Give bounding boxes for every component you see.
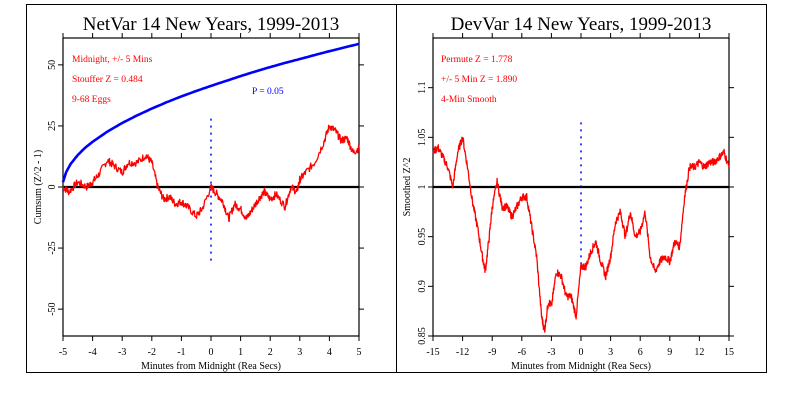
y-tick-label: -25	[47, 241, 58, 254]
y-axis-label: Smoothed Z^2	[402, 158, 413, 217]
y-tick-label: 1.1	[417, 81, 428, 94]
significance-envelope-line	[61, 42, 360, 183]
y-tick-label: 0.85	[417, 327, 428, 345]
series-line-red	[62, 124, 360, 223]
x-tick-label: 2	[268, 347, 273, 358]
y-tick-label: 1	[417, 185, 428, 190]
x-axis-label: Minutes from Midnight (Rea Secs)	[511, 361, 651, 372]
y-tick-label: 0.95	[417, 228, 428, 246]
x-tick-label: 0	[579, 347, 584, 358]
x-tick-label: 3	[297, 347, 302, 358]
annotation-stouffer-z: Stouffer Z = 0.484	[72, 74, 143, 85]
x-axis-label: Minutes from Midnight (Rea Secs)	[141, 361, 281, 372]
y-axis-label: Cumsum (Z^2 - 1)	[33, 150, 44, 224]
chart-title: NetVar 14 New Years, 1999-2013	[83, 14, 339, 35]
x-tick-label: -6	[518, 347, 526, 358]
x-tick-label: 9	[667, 347, 672, 358]
x-tick-label: -4	[88, 347, 96, 358]
netvar-panel: NetVar 14 New Years, 1999-2013 Minutes f…	[33, 14, 364, 372]
x-tick-label: 5	[357, 347, 362, 358]
annotation-eggs: 9-68 Eggs	[72, 95, 111, 105]
x-tick-label: 3	[608, 347, 613, 358]
devvar-panel: DevVar 14 New Years, 1999-2013 Minutes f…	[402, 14, 734, 372]
x-tick-label: 15	[724, 347, 734, 358]
annotation-smooth: 4-Min Smooth	[441, 95, 497, 105]
y-tick-label: 25	[47, 121, 58, 131]
x-tick-label: -2	[148, 347, 156, 358]
x-tick-label: -3	[547, 347, 555, 358]
x-tick-label: -5	[59, 347, 67, 358]
annotation-midnight: Midnight, +/- 5 Mins	[72, 55, 153, 65]
y-tick-label: 0	[47, 185, 58, 190]
x-tick-label: -1	[177, 347, 185, 358]
x-tick-label: 12	[694, 347, 704, 358]
y-tick-label: 50	[47, 60, 58, 70]
y-tick-label: 0.9	[417, 280, 428, 293]
x-tick-label: 4	[327, 347, 332, 358]
x-tick-label: -15	[426, 347, 439, 358]
annotation-5min-z: +/- 5 Min Z = 1.890	[441, 75, 517, 85]
series-line-red	[432, 136, 730, 333]
annotation-p-value: P = 0.05	[252, 87, 284, 97]
chart-title: DevVar 14 New Years, 1999-2013	[451, 14, 712, 35]
x-tick-label: -9	[488, 347, 496, 358]
x-tick-label: -12	[456, 347, 469, 358]
x-tick-label: 0	[209, 347, 214, 358]
x-tick-label: -3	[118, 347, 126, 358]
y-tick-label: -50	[47, 302, 58, 315]
y-tick-label: 1.05	[417, 129, 428, 147]
annotation-permute-z: Permute Z = 1.778	[441, 55, 513, 65]
x-tick-label: 6	[638, 347, 643, 358]
x-tick-label: 1	[238, 347, 243, 358]
